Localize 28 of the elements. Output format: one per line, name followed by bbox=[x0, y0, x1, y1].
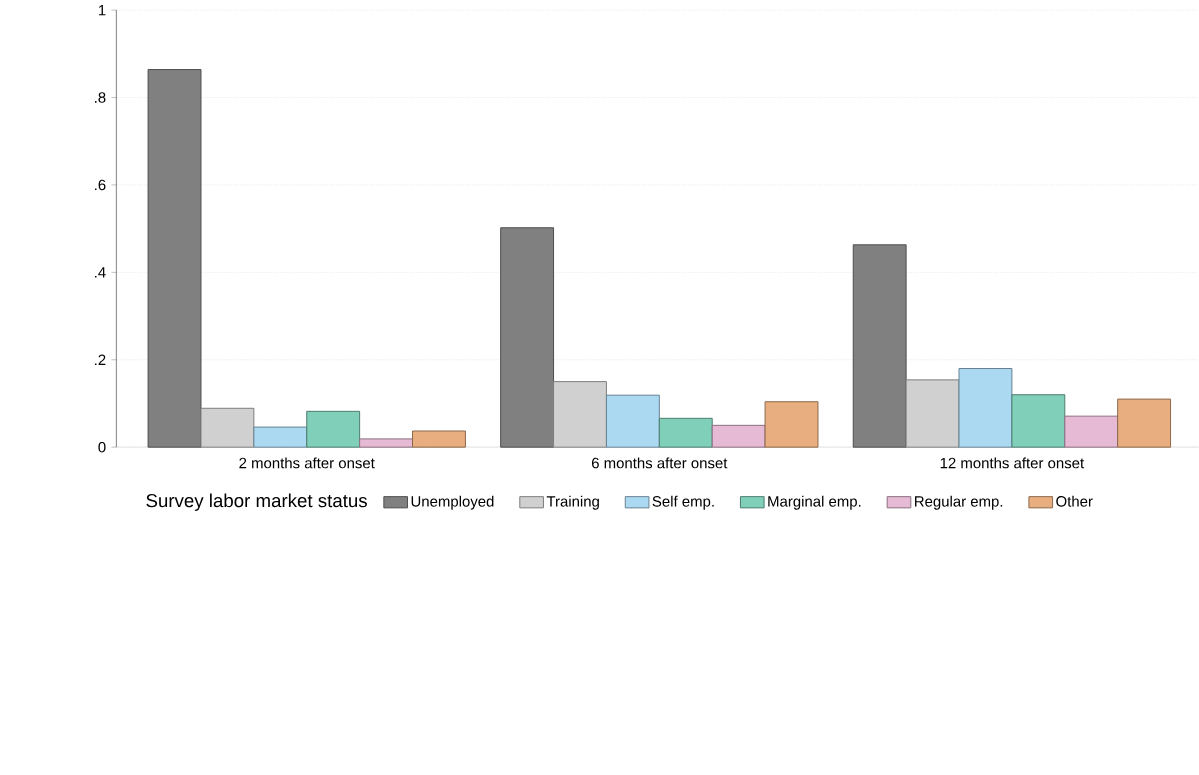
legend-label: Training bbox=[546, 495, 599, 510]
x-tick-label: 12 months after onset bbox=[940, 457, 1085, 469]
legend-label: Self emp. bbox=[652, 495, 714, 510]
bar bbox=[958, 368, 1013, 448]
bar bbox=[658, 417, 713, 448]
x-tick-label: 6 months after onset bbox=[591, 457, 728, 469]
legend-label: Other bbox=[1056, 495, 1093, 507]
bar bbox=[306, 410, 361, 448]
y-tick-label: 0 bbox=[98, 441, 106, 453]
bar bbox=[253, 426, 308, 448]
bar bbox=[1117, 398, 1172, 448]
y-tick-label: .2 bbox=[95, 354, 106, 365]
y-tick-label: 1 bbox=[98, 4, 106, 16]
legend-title: Survey labor market status bbox=[146, 493, 367, 511]
bar bbox=[764, 401, 819, 448]
bar bbox=[711, 424, 766, 448]
bar bbox=[1064, 415, 1119, 448]
legend-label: Unemployed bbox=[411, 495, 494, 510]
bar bbox=[605, 394, 660, 448]
legend-label: Regular emp. bbox=[915, 495, 1003, 510]
bar bbox=[359, 438, 414, 448]
x-tick-label: 2 months after onset bbox=[239, 457, 375, 469]
y-tick-label: .4 bbox=[95, 267, 106, 278]
legend-label: Marginal emp. bbox=[768, 495, 861, 510]
bar bbox=[412, 430, 466, 448]
y-tick-label: .8 bbox=[95, 92, 106, 103]
y-tick-label: .6 bbox=[95, 179, 106, 191]
bar bbox=[1011, 394, 1066, 448]
